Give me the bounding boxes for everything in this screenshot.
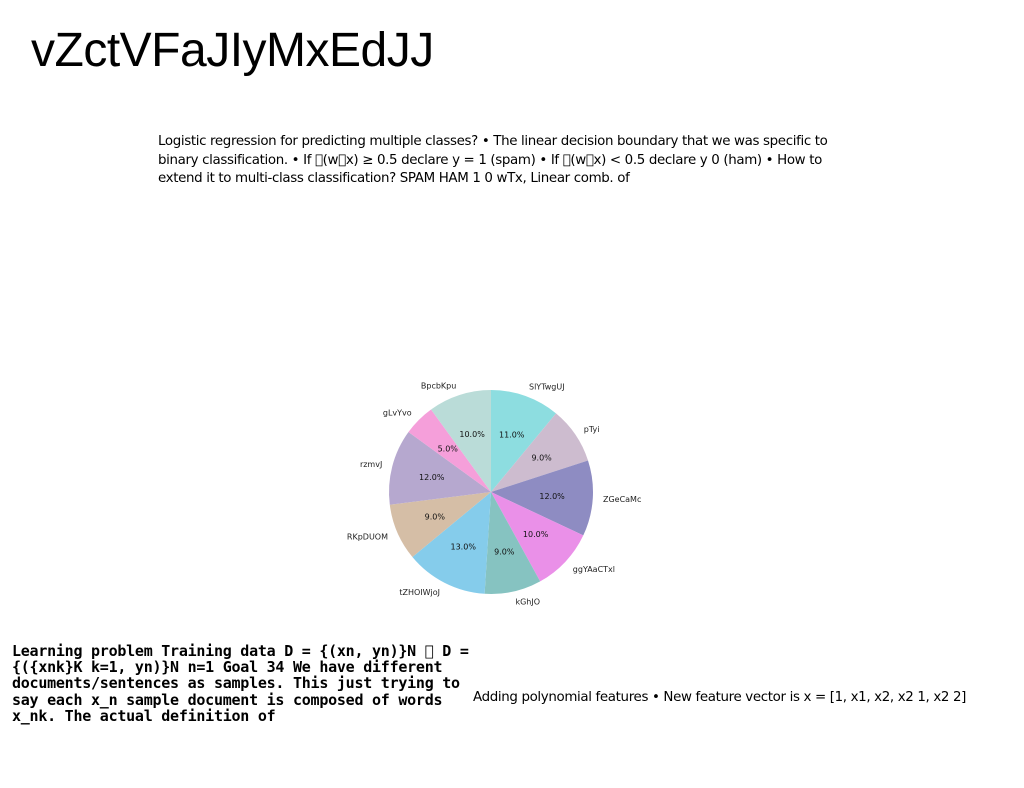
pie-slice-kghjo	[484, 492, 541, 595]
pie-percent-label-kghjo: 9.0%	[494, 548, 515, 557]
pie-category-label-ptyi: pTyi	[584, 425, 600, 434]
pie-slice-bpcbkpu	[431, 390, 491, 492]
pie-percent-label-rzmvj: 12.0%	[419, 473, 445, 482]
pie-percent-label-ggyaactxl: 10.0%	[523, 530, 549, 539]
pie-percent-label-rkpduom: 9.0%	[425, 512, 446, 521]
pie-slice-rkpduom	[389, 492, 491, 558]
pie-category-label-slytwguj: SlYTwgUJ	[529, 382, 565, 391]
pie-category-label-kghjo: kGhJO	[515, 598, 540, 607]
bottom-right-paragraph: Adding polynomial features • New feature…	[473, 690, 967, 705]
pie-percent-label-ptyi: 9.0%	[531, 454, 552, 463]
pie-slice-rzmvj	[388, 432, 491, 505]
pie-category-label-glvyvo: gLvYvo	[383, 409, 412, 418]
pie-slice-glvyvo	[408, 409, 491, 492]
pie-chart-svg: 11.0% SlYTwgUJ 9.0% pTyi 12.0% ZGeCaMc 10.0% gg…	[347, 381, 641, 607]
pie-slice-slytwguj	[491, 390, 557, 492]
pie-slice-tzhoiwjoj	[412, 492, 491, 594]
pie-category-label-ggyaactxl: ggYAaCTxl	[573, 565, 615, 574]
pie-category-label-zgecamc: ZGeCaMc	[603, 495, 641, 504]
page-title: vZctVFaJIyMxEdJJ	[31, 24, 434, 77]
pie-percent-label-bpcbkpu: 10.0%	[459, 430, 485, 439]
pie-percent-label-glvyvo: 5.0%	[438, 445, 459, 454]
pie-category-label-bpcbkpu: BpcbKpu	[421, 381, 456, 390]
top-paragraph: Logistic regression for predicting multi…	[158, 134, 828, 186]
pie-slice-ggyaactxl	[491, 492, 584, 582]
pie-category-label-tzhoiwjoj: tZHOIWjoJ	[399, 588, 440, 597]
pie-percent-label-tzhoiwjoj: 13.0%	[451, 543, 477, 552]
pie-slice-zgecamc	[491, 460, 594, 536]
pie-category-label-rzmvj: rzmvJ	[360, 460, 382, 469]
pie-slice-ptyi	[491, 413, 589, 492]
pie-percent-label-slytwguj: 11.0%	[499, 430, 525, 439]
pie-chart: 11.0% SlYTwgUJ 9.0% pTyi 12.0% ZGeCaMc 10.0% gg…	[330, 372, 660, 612]
bottom-left-paragraph: Learning problem Training data D = {(xn,…	[12, 642, 469, 725]
pie-category-label-rkpduom: RKpDUOM	[347, 533, 388, 542]
pie-percent-label-zgecamc: 12.0%	[539, 492, 565, 501]
